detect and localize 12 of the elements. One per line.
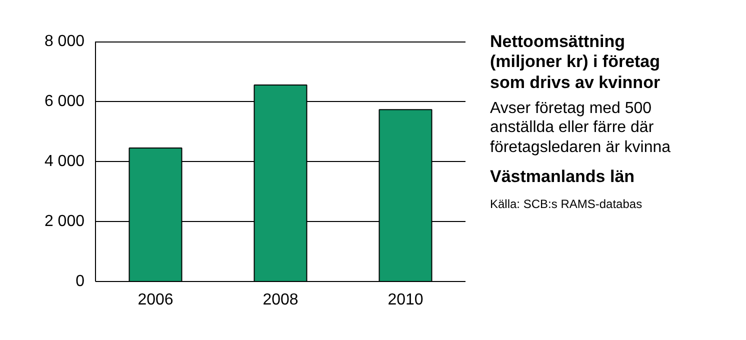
text: Västmanlands län <box>490 166 636 188</box>
y-tick-label: 8 000 <box>44 33 85 50</box>
x-tick-label: 2010 <box>388 292 424 308</box>
text: Källa: SCB:s RAMS-databas <box>490 197 644 212</box>
x-tick-label: 2008 <box>262 292 298 308</box>
text: Nettoomsättning (miljoner kr) i företag som drivs av kvinnor <box>490 32 662 94</box>
y-tick-label: 0 <box>76 273 85 290</box>
text: Avser företag med 500 anställda eller färre där företagsledaren är kvinna <box>490 99 672 157</box>
y-tick-label: 6 000 <box>44 93 85 110</box>
y-tick-label: 4 000 <box>44 153 85 170</box>
x-tick-label: 2006 <box>138 292 174 308</box>
y-tick-label: 2 000 <box>44 213 85 230</box>
